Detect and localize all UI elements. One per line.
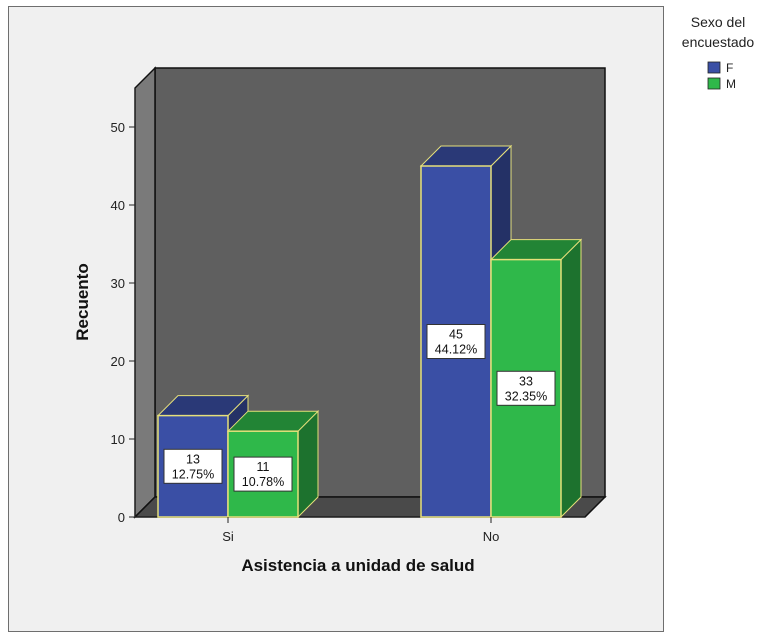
data-label-percent: 12.75% bbox=[172, 467, 214, 481]
x-axis-title: Asistencia a unidad de salud bbox=[241, 556, 474, 575]
legend-title-line-1: Sexo del bbox=[691, 14, 745, 30]
x-tick-label: No bbox=[483, 529, 500, 544]
data-label-box bbox=[163, 448, 223, 484]
bar-side-face bbox=[560, 238, 582, 519]
data-label-count: 11 bbox=[257, 460, 270, 474]
legend-swatch-M bbox=[707, 77, 721, 90]
y-tick-label: 20 bbox=[111, 354, 125, 369]
data-label-percent: 32.35% bbox=[505, 389, 547, 403]
x-tick-label: Si bbox=[222, 529, 234, 544]
legend-swatch-F bbox=[707, 61, 721, 74]
y-tick-label: 10 bbox=[111, 432, 125, 447]
data-label-count: 13 bbox=[186, 452, 200, 466]
data-label-percent: 10.78% bbox=[242, 475, 284, 489]
data-label-box bbox=[426, 324, 486, 359]
data-label-box bbox=[233, 456, 293, 492]
data-label-count: 33 bbox=[519, 374, 533, 388]
data-label-percent: 44.12% bbox=[435, 343, 477, 357]
legend-label-F: F bbox=[726, 61, 733, 75]
y-axis-title: Recuento bbox=[73, 263, 92, 340]
y-tick-label: 50 bbox=[111, 120, 125, 135]
legend-label-M: M bbox=[726, 77, 736, 91]
chart-side-wall bbox=[134, 66, 156, 519]
data-label-count: 45 bbox=[449, 328, 463, 342]
legend-title-line-2: encuestado bbox=[682, 34, 755, 50]
data-label-box bbox=[496, 370, 556, 406]
y-tick-label: 40 bbox=[111, 198, 125, 213]
y-tick-label: 0 bbox=[118, 510, 125, 525]
y-tick-label: 30 bbox=[111, 276, 125, 291]
